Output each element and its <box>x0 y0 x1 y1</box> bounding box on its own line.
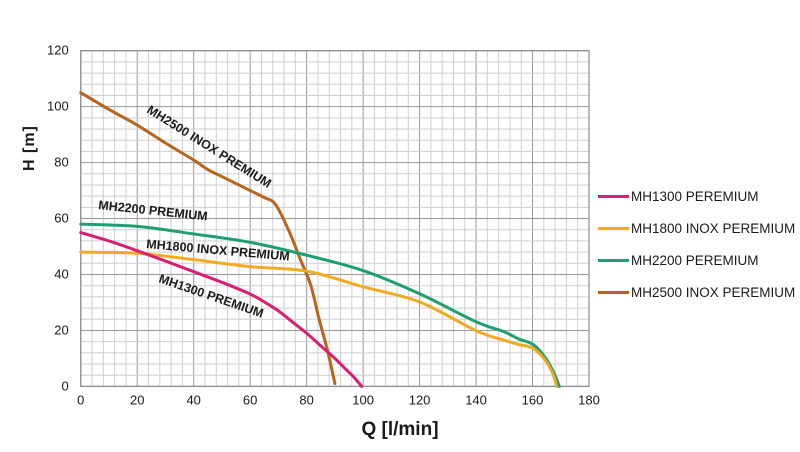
svg-text:80: 80 <box>54 155 68 170</box>
svg-text:100: 100 <box>352 392 374 407</box>
svg-text:40: 40 <box>54 267 68 282</box>
svg-text:80: 80 <box>299 392 313 407</box>
svg-text:60: 60 <box>243 392 257 407</box>
svg-text:100: 100 <box>47 99 69 114</box>
svg-text:120: 120 <box>409 392 431 407</box>
svg-text:0: 0 <box>62 378 69 393</box>
svg-text:20: 20 <box>130 392 144 407</box>
svg-text:20: 20 <box>54 322 68 337</box>
svg-text:120: 120 <box>47 43 69 58</box>
svg-text:160: 160 <box>522 392 544 407</box>
svg-text:0: 0 <box>77 392 84 407</box>
svg-text:40: 40 <box>186 392 200 407</box>
svg-text:140: 140 <box>465 392 487 407</box>
svg-text:180: 180 <box>578 392 600 407</box>
svg-text:60: 60 <box>54 211 68 226</box>
